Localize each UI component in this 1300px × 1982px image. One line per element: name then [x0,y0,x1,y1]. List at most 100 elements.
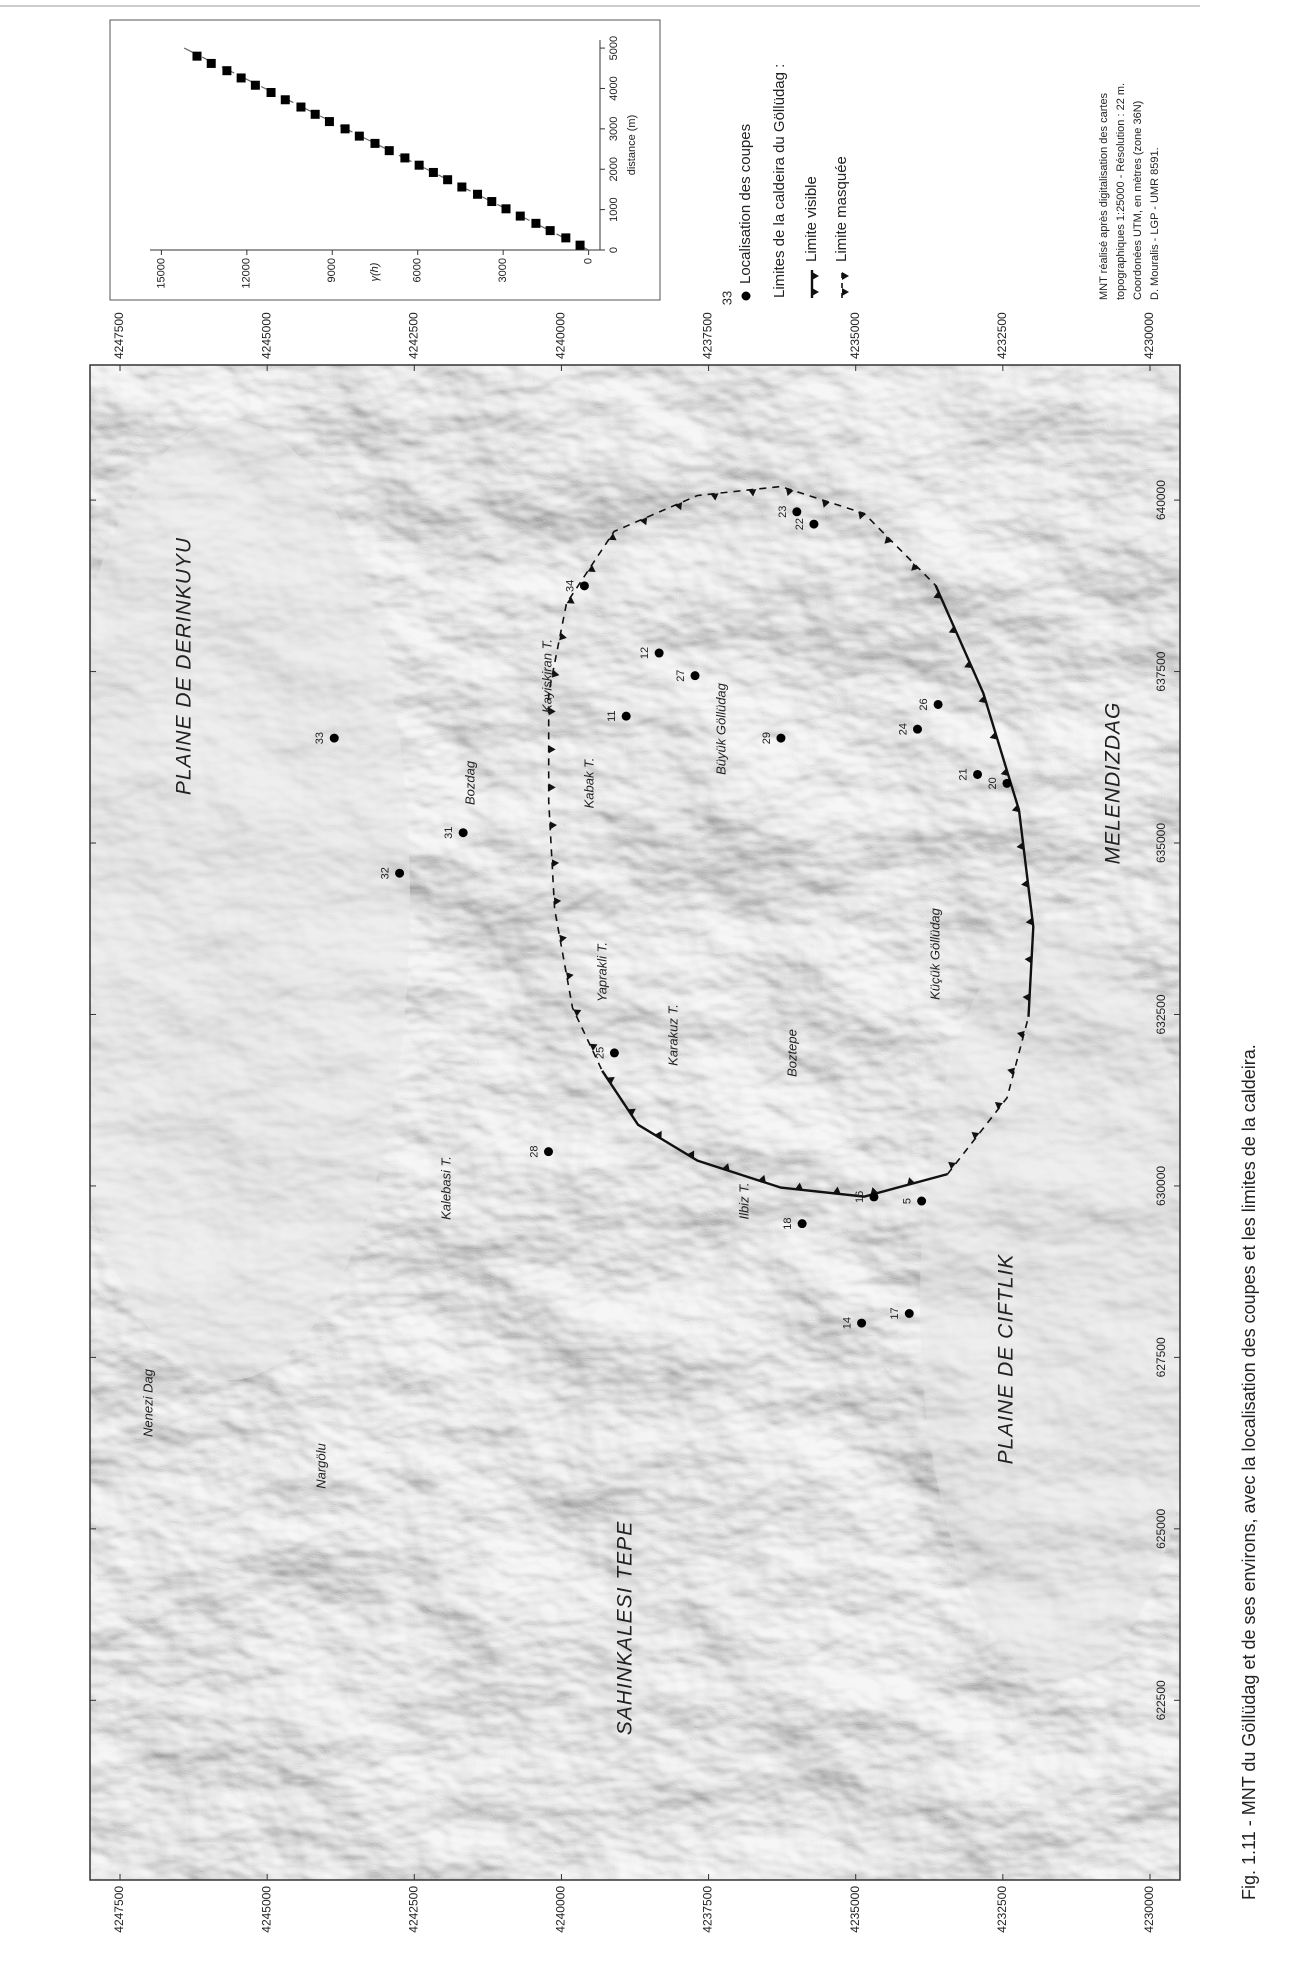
caldera-tooth [1000,768,1009,776]
legend-number: 33 [719,291,734,305]
caldera-tooth [553,897,562,906]
section-point [329,733,339,743]
northing-label: 4237500 [701,1886,715,1933]
easting-label: 622500 [1154,1680,1168,1720]
legend-tooth [812,288,819,296]
place-name: Nargölu [313,1443,328,1489]
caldera-tooth [548,745,556,754]
caldera-tooth [989,731,998,740]
caldera-tooth [549,821,558,830]
section-point [1002,778,1012,788]
point [545,226,555,236]
legend-tooth [842,272,849,280]
caldera-tooth [548,783,556,792]
place-name: Kalebasi T. [438,1156,453,1220]
northing-label: 4242500 [406,312,420,359]
point [428,167,438,177]
section-point [904,1309,914,1319]
caption: Fig. 1.11 - MNT du Göllüdag et de ses en… [1239,1044,1259,1900]
caldera-tooth [722,1163,730,1172]
section-label: 27 [675,670,687,682]
place-name: Bozdag [462,760,477,805]
section-point [543,1147,553,1157]
section-point [654,648,664,658]
place-name: Ilbiz T. [736,1182,751,1219]
plain-shade [90,420,410,1380]
section-point [579,581,589,591]
point [206,58,216,68]
caldera-tooth [573,1009,582,1017]
credit-line: MNT réalisé après digitalisation des car… [1098,92,1110,300]
caldera-tooth [978,695,987,704]
northing-label: 4237500 [701,312,715,359]
section-point [973,769,983,779]
easting-label: 632500 [1154,994,1168,1034]
section-point [690,671,700,681]
caldera-tooth [785,488,794,497]
caldera-tooth [627,1108,636,1116]
place-name: Kabak T. [581,758,596,809]
caldera-tooth [1016,1030,1025,1039]
caldera-tooth [948,625,957,634]
caldera-visible [601,1070,948,1198]
point [473,189,483,199]
point [296,102,306,112]
caldera-tooth [994,1101,1003,1110]
caldera-tooth [687,1150,695,1159]
content: 4230000 4230000 4232500 4232500 4235000 42350… [90,36,1259,1933]
easting-label: 640000 [1154,480,1168,520]
x-tick-label: 0 [608,247,620,253]
caldera-tooth [548,707,556,716]
point [324,117,334,127]
legend-dot [741,291,751,301]
map-frame [89,364,1181,1881]
point [531,218,541,228]
section-label: 31 [443,827,455,839]
caldera-tooth [795,1182,804,1190]
caldera-tooth [587,564,596,572]
northing-label: 4247500 [112,1886,126,1933]
caldera-tooth [1016,842,1024,851]
section-label: 11 [606,710,618,721]
place-name: Küçük Göllüdag [927,907,942,1000]
caldera-tooth [1024,955,1032,964]
point [192,51,202,61]
section-point [933,699,943,709]
point [354,131,364,141]
section-point [776,733,786,743]
section-point [609,1048,619,1058]
caldera-tooth [948,1161,957,1170]
caldera-tooth [1007,1067,1016,1076]
section-label: 28 [528,1146,540,1158]
section-label: 32 [379,867,391,879]
easting-label: 637500 [1154,651,1168,691]
section-label: 22 [794,518,806,530]
section-label: 16 [854,1191,866,1203]
caldera-tooth [551,669,560,678]
northing-label: 4232500 [995,1886,1009,1933]
northing-label: 4242500 [406,1886,420,1933]
inset-frame [109,19,661,301]
caldera-tooth [911,562,919,571]
credit-line: topographiques 1:25000 - Résolution : 22… [1115,83,1127,300]
y-tick-label: 6000 [412,258,424,282]
y-tick-label: 3000 [497,258,509,282]
northing-label: 4240000 [554,312,568,359]
easting-label: 635000 [1154,823,1168,863]
caldera-tooth [1021,879,1029,888]
northing-label: 4247500 [112,312,126,359]
point [266,88,276,97]
section-point [458,828,468,838]
y-tick-label: 15000 [155,258,167,289]
northing-label: 4230000 [1142,1886,1156,1933]
x-tick-label: 3000 [608,117,620,141]
caldera-tooth [907,1177,915,1186]
northing-label: 4245000 [259,1886,273,1933]
section-label: 20 [987,777,999,789]
section-label: 34 [564,580,576,592]
y-tick-label: 9000 [326,258,338,282]
point [414,160,424,170]
point [222,66,232,76]
northing-label: 4232500 [995,312,1009,359]
